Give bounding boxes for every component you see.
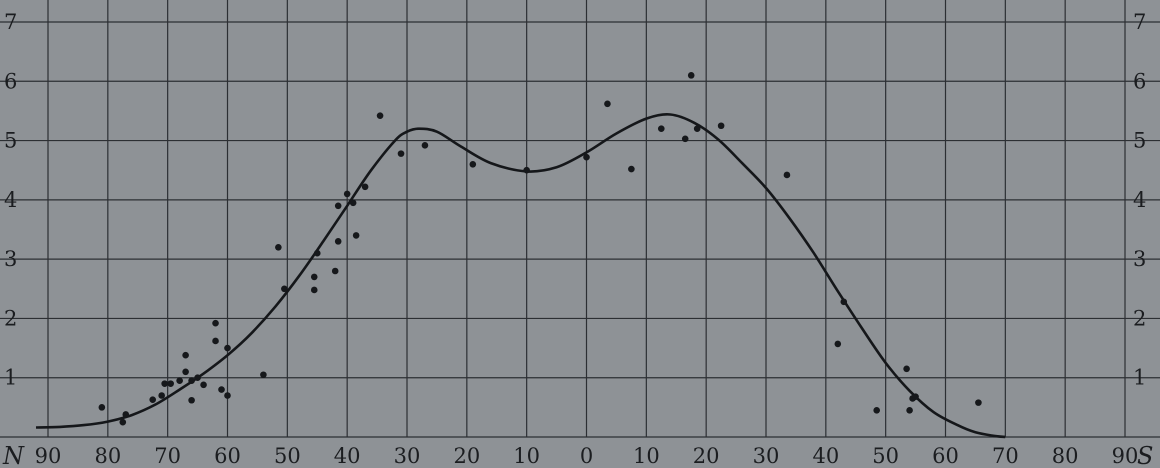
data-point — [275, 243, 282, 251]
pole-label-north: N — [2, 442, 25, 468]
x-tick-label: 80 — [94, 444, 121, 468]
data-point — [281, 285, 288, 293]
x-axis-tick-labels: 90 80 70 60 50 40 30 20 10 0 10 20 30 40 50 60 70 80 90 — [35, 444, 1139, 468]
y-tick-label-right: 6 — [1133, 69, 1146, 93]
y-tick-label-left: 7 — [4, 10, 17, 34]
data-point — [873, 407, 880, 414]
x-tick-label: 20 — [693, 444, 720, 468]
x-tick-label: 90 — [1112, 444, 1139, 468]
x-tick-label: 50 — [872, 444, 899, 468]
y-tick-label-right: 7 — [1133, 10, 1146, 34]
data-point — [200, 381, 207, 389]
data-point — [975, 399, 982, 406]
data-point — [260, 371, 267, 379]
data-point — [783, 171, 791, 179]
x-tick-label: 60 — [932, 444, 959, 468]
x-tick-label: 70 — [992, 444, 1019, 468]
y-tick-label-left: 6 — [4, 69, 17, 93]
data-point — [182, 368, 189, 376]
x-tick-label: 30 — [753, 444, 780, 468]
x-tick-label: 80 — [1052, 444, 1079, 468]
data-point — [906, 407, 913, 414]
data-point — [224, 344, 231, 352]
data-point — [98, 404, 106, 411]
y-axis-tick-labels: 1 2 3 4 5 6 7 1 2 3 4 5 6 7 — [4, 10, 1146, 390]
data-point — [681, 135, 689, 143]
data-point — [334, 202, 342, 210]
x-tick-label: 10 — [513, 444, 540, 468]
data-point — [717, 122, 725, 130]
y-tick-label-right: 4 — [1133, 188, 1146, 212]
data-point — [693, 125, 701, 133]
data-point — [161, 380, 168, 387]
data-point — [583, 153, 590, 161]
data-point — [349, 199, 357, 207]
data-point — [421, 142, 429, 149]
y-tick-label-right: 5 — [1133, 129, 1146, 153]
data-point — [158, 392, 165, 399]
data-point — [331, 267, 339, 275]
data-points — [98, 72, 982, 426]
y-tick-label-left: 4 — [4, 188, 17, 212]
data-point — [604, 100, 611, 108]
y-tick-label-left: 3 — [4, 247, 17, 271]
data-point — [218, 386, 225, 393]
data-point — [188, 396, 195, 404]
pole-label-south: S — [1137, 442, 1153, 468]
y-tick-label-right: 1 — [1133, 366, 1146, 390]
data-point — [376, 112, 384, 119]
data-point — [188, 377, 195, 384]
chart-grid — [0, 0, 1160, 438]
data-point — [397, 150, 405, 157]
data-point — [840, 298, 848, 306]
data-point — [834, 340, 842, 348]
data-point — [224, 392, 231, 399]
data-point — [352, 232, 360, 239]
data-point — [212, 337, 219, 345]
x-tick-label: 20 — [453, 444, 480, 468]
data-point — [628, 165, 635, 173]
data-point — [523, 166, 530, 174]
data-point — [194, 374, 201, 382]
y-tick-label-left: 1 — [4, 366, 17, 390]
data-point — [469, 160, 477, 168]
y-tick-label-left: 5 — [4, 129, 17, 153]
data-point — [182, 351, 189, 359]
data-point — [334, 238, 342, 245]
x-tick-label: 10 — [633, 444, 660, 468]
data-point — [361, 183, 369, 191]
y-tick-label-left: 2 — [4, 306, 17, 330]
data-point — [149, 396, 157, 403]
data-point — [310, 273, 318, 281]
data-point — [310, 286, 318, 294]
data-point — [912, 393, 919, 400]
data-point — [657, 125, 665, 133]
x-tick-label: 50 — [274, 444, 301, 468]
x-tick-label: 60 — [214, 444, 241, 468]
y-tick-label-right: 2 — [1133, 306, 1146, 330]
data-point — [903, 365, 910, 373]
data-point — [167, 380, 174, 387]
data-point — [313, 249, 321, 257]
data-point — [212, 319, 219, 327]
y-tick-label-right: 3 — [1133, 247, 1146, 271]
x-tick-label: 0 — [580, 444, 593, 468]
fitted-curve — [35, 113, 1006, 439]
x-tick-label: 30 — [394, 444, 421, 468]
data-point — [343, 190, 351, 198]
x-tick-label: 70 — [154, 444, 181, 468]
x-tick-label: 90 — [35, 444, 62, 468]
x-tick-label: 40 — [334, 444, 361, 468]
data-point — [176, 377, 183, 384]
data-point — [122, 411, 130, 418]
x-tick-label: 40 — [812, 444, 839, 468]
data-point — [687, 72, 695, 79]
data-point — [119, 418, 127, 426]
